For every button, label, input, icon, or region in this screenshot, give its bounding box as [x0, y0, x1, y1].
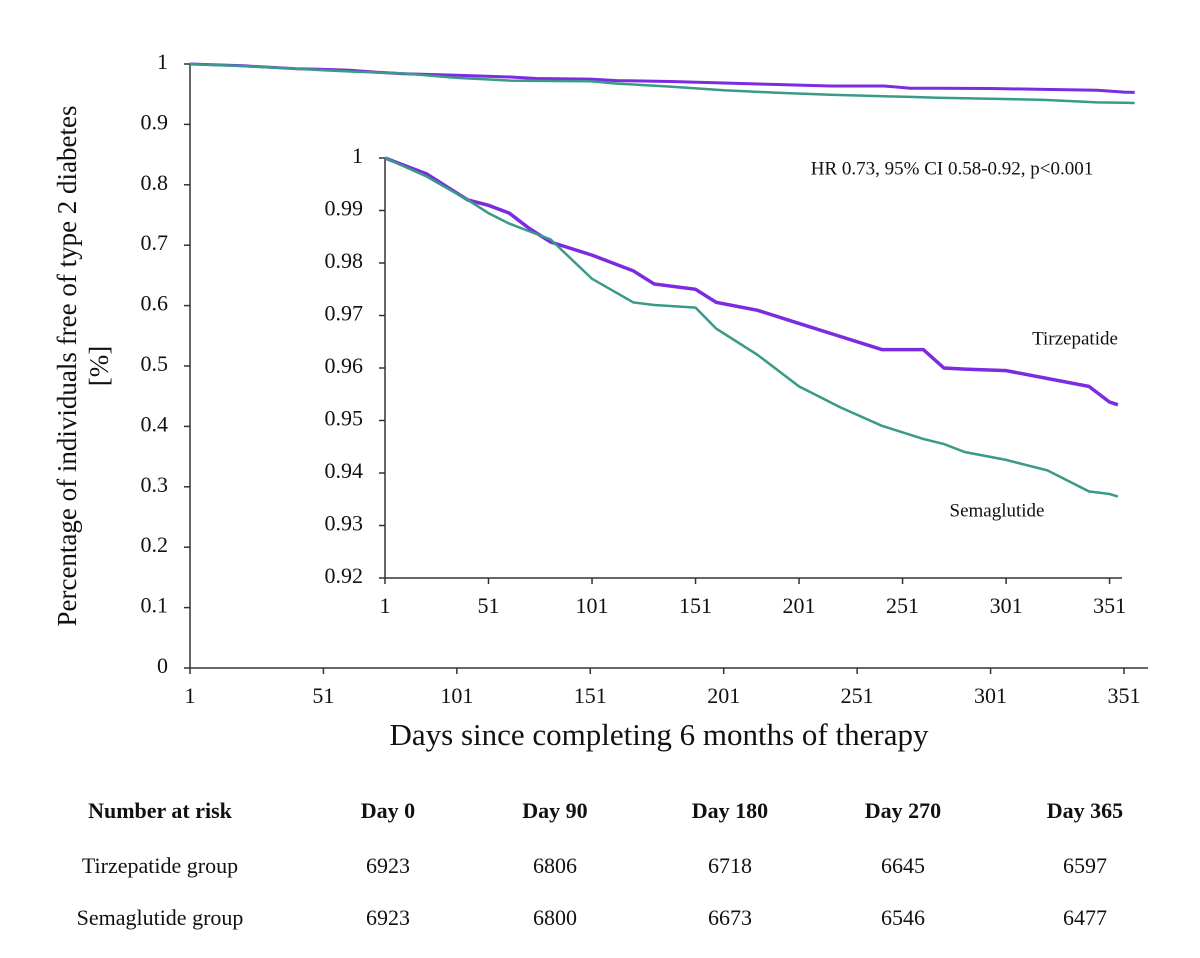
x-tick-label: 301: [974, 683, 1007, 708]
table-header: Day 180: [692, 798, 768, 823]
y-tick-label: 0.96: [325, 353, 364, 378]
x-tick-label: 351: [1093, 593, 1126, 618]
table-cell: 6546: [881, 905, 925, 930]
x-tick-label: 101: [576, 593, 609, 618]
table-cell: 6718: [708, 853, 752, 878]
x-tick-label: 51: [478, 593, 500, 618]
x-tick-label: 101: [440, 683, 473, 708]
y-tick-label: 0.92: [325, 563, 364, 588]
x-tick-label: 51: [312, 683, 334, 708]
table-header: Day 90: [522, 798, 587, 823]
table-cell: 6806: [533, 853, 577, 878]
table-cell: 6923: [366, 853, 410, 878]
y-tick-label: 0.8: [141, 170, 169, 195]
x-tick-label: 151: [574, 683, 607, 708]
survival-line: [384, 156, 1119, 498]
y-tick-label: 0.93: [325, 511, 364, 536]
y-axis-title: [%]: [84, 346, 114, 386]
y-tick-label: 0: [157, 653, 168, 678]
y-tick-label: 0.98: [325, 248, 364, 273]
table-cell: 6477: [1063, 905, 1107, 930]
x-tick-label: 301: [990, 593, 1023, 618]
y-tick-label: 0.9: [141, 109, 169, 134]
x-tick-label: 151: [679, 593, 712, 618]
table-cell: Tirzepatide group: [82, 853, 238, 878]
series-label: Tirzepatide: [1032, 328, 1118, 349]
y-tick-label: 0.4: [141, 411, 169, 436]
table-cell: Semaglutide group: [77, 905, 244, 930]
y-tick-label: 0.2: [141, 532, 169, 557]
y-tick-label: 0.7: [141, 230, 169, 255]
table-cell: 6800: [533, 905, 577, 930]
x-tick-label: 351: [1107, 683, 1140, 708]
x-tick-label: 1: [380, 593, 391, 618]
y-tick-label: 1: [157, 49, 168, 74]
y-tick-label: 0.99: [325, 196, 364, 221]
y-tick-label: 0.97: [325, 301, 364, 326]
y-tick-label: 0.1: [141, 593, 169, 618]
annotation: HR 0.73, 95% CI 0.58-0.92, p<0.001: [811, 158, 1094, 179]
table-header: Day 270: [865, 798, 941, 823]
table-header: Number at risk: [88, 798, 233, 823]
inset-background: [305, 143, 1127, 618]
table-cell: 6673: [708, 905, 752, 930]
y-tick-label: 0.95: [325, 406, 364, 431]
x-tick-label: 251: [886, 593, 919, 618]
table-cell: 6645: [881, 853, 925, 878]
table-cell: 6923: [366, 905, 410, 930]
table-header: Day 365: [1047, 798, 1123, 823]
x-tick-label: 201: [783, 593, 816, 618]
x-axis-title: Days since completing 6 months of therap…: [390, 717, 929, 752]
series-label: Semaglutide: [950, 500, 1045, 521]
x-tick-label: 1: [185, 683, 196, 708]
x-tick-label: 251: [841, 683, 874, 708]
y-tick-label: 0.3: [141, 472, 169, 497]
survival-line: [384, 156, 1119, 407]
y-tick-label: 0.5: [141, 351, 169, 376]
table-cell: 6597: [1063, 853, 1107, 878]
survival-line: [189, 62, 1135, 105]
y-tick-label: 0.6: [141, 291, 169, 316]
y-axis-title: Percentage of individuals free of type 2…: [52, 105, 82, 626]
x-tick-label: 201: [707, 683, 740, 708]
y-tick-label: 0.94: [325, 458, 364, 483]
table-header: Day 0: [361, 798, 415, 823]
y-tick-label: 1: [352, 143, 363, 168]
